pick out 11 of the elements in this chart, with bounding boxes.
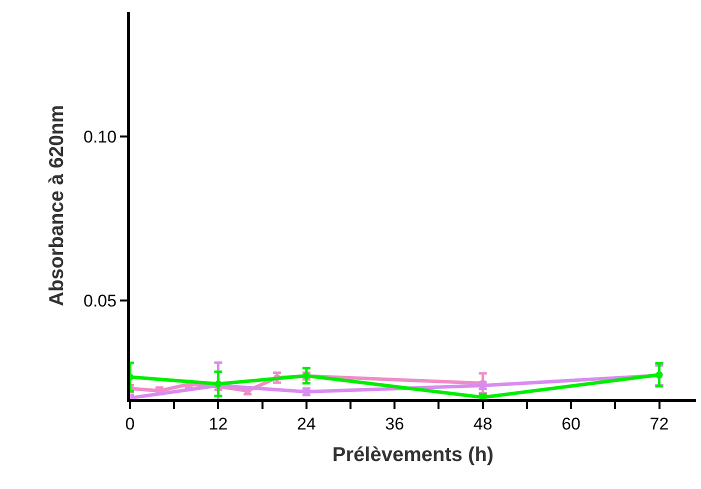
x-tick-label: 36 (385, 414, 404, 434)
y-tick-label: 0.10 (84, 128, 117, 147)
x-tick-label: 0 (125, 414, 135, 434)
x-tick-label: 24 (296, 414, 316, 434)
x-axis-title: Prélèvements (h) (332, 444, 494, 466)
y-tick-label: 0.05 (84, 292, 117, 311)
x-tick-label: 48 (473, 414, 492, 434)
x-tick-label: 60 (562, 414, 580, 434)
x-tick-label: 72 (650, 414, 669, 434)
y-axis-title: Absorbance à 620nm (46, 104, 68, 306)
x-tick-label: 12 (208, 414, 228, 434)
